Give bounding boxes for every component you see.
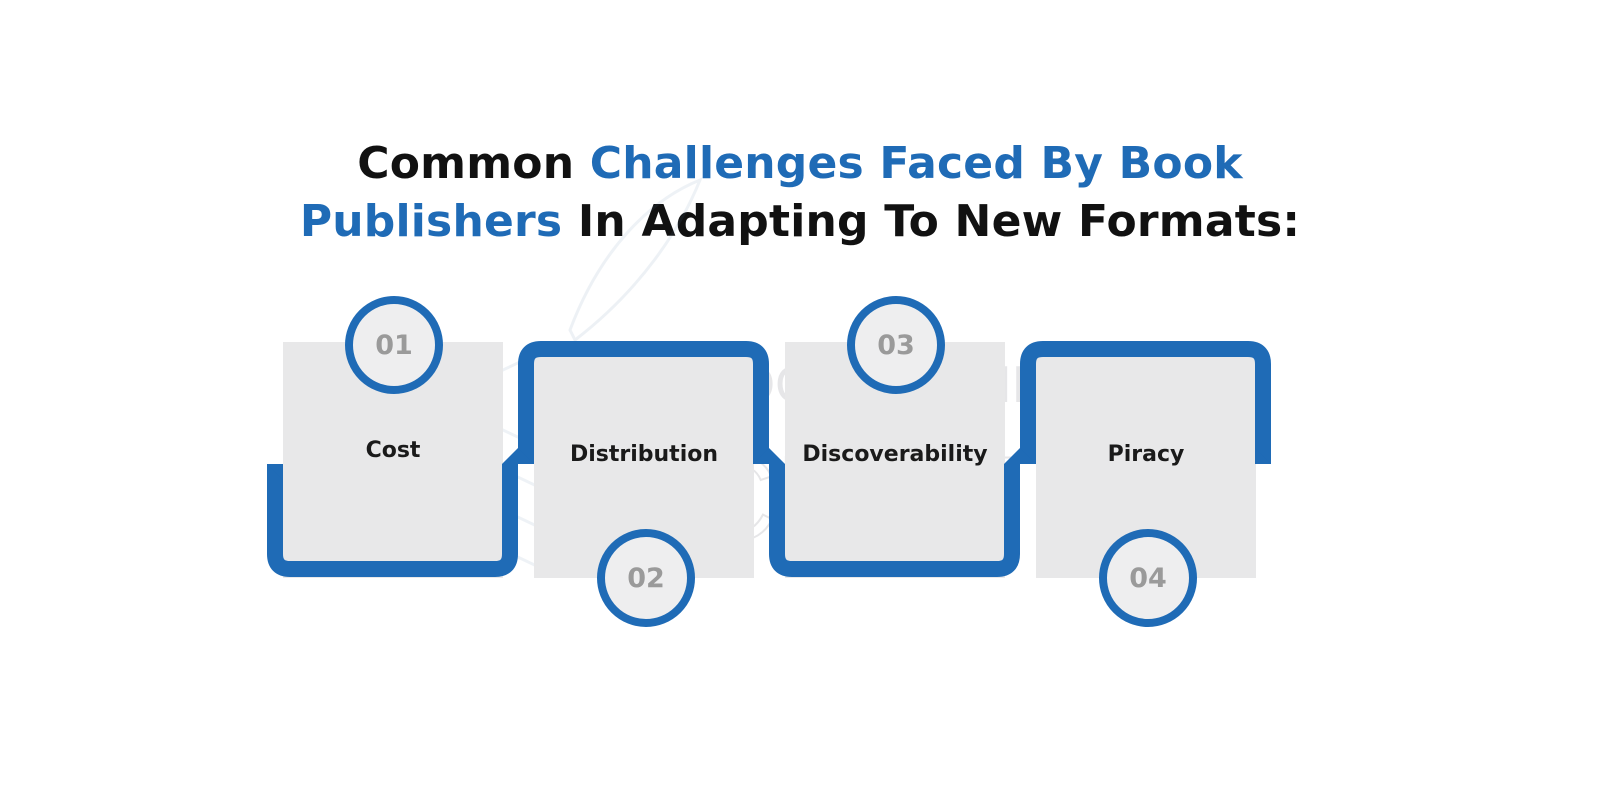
frame-joint-1-2 bbox=[502, 448, 534, 464]
step-label-4: Piracy bbox=[1107, 442, 1185, 467]
step-badge-3: 03 bbox=[847, 296, 945, 394]
frame-joint-left-end bbox=[267, 464, 283, 480]
step-number-1: 01 bbox=[375, 329, 413, 361]
page-title-line-1: Common Challenges Faced By Book bbox=[0, 134, 1600, 194]
title-accent-1: Challenges Faced By Book bbox=[589, 138, 1243, 189]
step-label-1: Cost bbox=[365, 438, 421, 463]
frame-joint-3-4 bbox=[1004, 448, 1036, 464]
page-title-line-2: Publishers In Adapting To New Formats: bbox=[0, 192, 1600, 252]
step-label-2: Distribution bbox=[569, 442, 719, 467]
step-badge-4: 04 bbox=[1099, 529, 1197, 627]
title-plain-1: Common bbox=[357, 138, 590, 189]
step-number-4: 04 bbox=[1129, 562, 1167, 594]
title-plain-2: In Adapting To New Formats: bbox=[562, 196, 1301, 247]
step-label-3: Discoverability bbox=[802, 442, 988, 467]
step-badge-1: 01 bbox=[345, 296, 443, 394]
step-badge-2: 02 bbox=[597, 529, 695, 627]
frame-joint-right-end bbox=[1255, 448, 1271, 464]
title-accent-2: Publishers bbox=[299, 196, 563, 247]
frame-joint-2-3 bbox=[753, 448, 785, 464]
step-number-2: 02 bbox=[627, 562, 665, 594]
step-number-3: 03 bbox=[877, 329, 915, 361]
